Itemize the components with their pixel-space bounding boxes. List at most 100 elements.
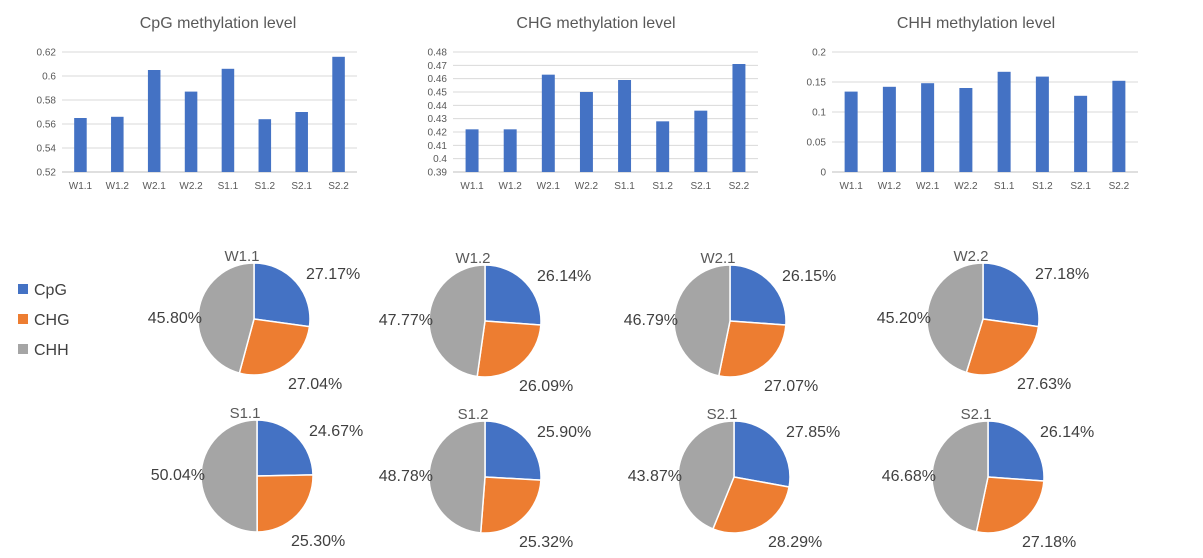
- pie-title: S1.2: [458, 406, 489, 423]
- pie-slice-CHG: [479, 476, 542, 534]
- x-tick-label: W2.1: [537, 181, 561, 192]
- pie-chart-8: 26.14% 27.18% 46.68% S2.1: [882, 406, 1095, 551]
- bar-W2.1: [541, 74, 555, 172]
- bar-S2.2: [332, 56, 345, 172]
- pie-value-label-CHG: 25.32%: [519, 534, 573, 551]
- bar-W2.2: [579, 92, 593, 172]
- x-tick-label: S2.2: [729, 181, 750, 192]
- bar-S2.2: [1112, 80, 1126, 172]
- y-tick-label: 0.56: [37, 120, 57, 131]
- pie-chart-4: 27.18% 27.63% 45.20% W2.2: [877, 248, 1090, 393]
- bar-chart-title: CHH methylation level: [897, 15, 1055, 32]
- pie-slice-CpG: [484, 420, 542, 481]
- pie-chart-7: 27.85% 28.29% 43.87% S2.1: [628, 406, 841, 551]
- pie-slice-CHG: [965, 318, 1040, 376]
- y-tick-label: 0.52: [37, 168, 57, 179]
- pie-value-label-CHG: 27.07%: [764, 378, 818, 395]
- pie-value-label-CpG: 27.85%: [786, 424, 840, 441]
- y-tick-label: 0.46: [428, 74, 448, 85]
- y-tick-label: 0.48: [428, 48, 448, 59]
- bar-charts-row: CpG methylation level 0.52 0.54 0.56 0.58 0.6…: [37, 15, 1138, 192]
- pie-value-label-CpG: 27.17%: [306, 266, 360, 283]
- pie-title: W1.2: [455, 250, 490, 267]
- bar-S2.1: [1074, 95, 1088, 172]
- pie-slice-CpG: [987, 420, 1045, 482]
- y-tick-label: 0.44: [428, 101, 448, 112]
- legend-label-CHG: CHG: [34, 312, 70, 329]
- pie-value-label-CHH: 46.79%: [624, 312, 678, 329]
- pie-title: W1.1: [224, 248, 259, 265]
- pie-slice-CHH: [926, 262, 984, 374]
- bar-W2.2: [184, 91, 198, 172]
- bar-W1.1: [465, 129, 479, 172]
- pie-value-label-CpG: 25.90%: [537, 424, 591, 441]
- pie-value-label-CHH: 45.80%: [148, 310, 202, 327]
- bar-W1.2: [111, 116, 124, 172]
- bar-S1.1: [618, 80, 632, 172]
- pie-value-label-CHG: 25.30%: [291, 533, 345, 550]
- pie-title: S2.1: [961, 406, 992, 423]
- y-tick-label: 0.2: [812, 48, 826, 59]
- x-tick-label: W1.2: [499, 181, 523, 192]
- x-tick-label: S1.1: [614, 181, 635, 192]
- y-tick-label: 0.39: [428, 168, 448, 179]
- x-tick-label: W1.1: [839, 181, 863, 192]
- pie-slice-CHH: [673, 264, 731, 377]
- pie-value-label-CHG: 28.29%: [768, 534, 822, 551]
- pie-slice-CHG: [256, 474, 314, 533]
- x-tick-label: W2.2: [575, 181, 599, 192]
- bar-S2.1: [694, 110, 708, 172]
- pie-value-label-CHG: 27.63%: [1017, 376, 1071, 393]
- pie-title: W2.1: [700, 250, 735, 267]
- y-tick-label: 0.05: [807, 138, 827, 149]
- x-tick-label: S1.2: [652, 181, 673, 192]
- legend-swatch-CHH: [18, 344, 28, 354]
- pie-title: S2.1: [707, 406, 738, 423]
- x-tick-label: S1.1: [218, 181, 239, 192]
- pie-chart-3: 26.15% 27.07% 46.79% W2.1: [624, 250, 837, 395]
- pie-value-label-CpG: 26.15%: [782, 268, 836, 285]
- bar-S1.2: [258, 119, 272, 172]
- pie-value-label-CHG: 27.18%: [1022, 534, 1076, 551]
- bar-chart-title: CpG methylation level: [140, 15, 297, 32]
- x-tick-label: S1.2: [255, 181, 276, 192]
- pie-slice-CHG: [975, 476, 1045, 534]
- pie-slice-CHH: [197, 262, 255, 374]
- bar-chart-2: CHG methylation level 0.39 0.4 0.41 0.42 0.43…: [428, 15, 758, 192]
- pie-slice-CpG: [729, 264, 787, 326]
- y-tick-label: 0.43: [428, 114, 448, 125]
- bar-S1.1: [221, 68, 235, 172]
- pie-charts-grid: 27.17% 27.04% 45.80% W1.1 26.14% 26.09% 47.77%…: [148, 248, 1095, 551]
- bar-W1.2: [503, 129, 517, 172]
- pie-value-label-CHH: 46.68%: [882, 468, 936, 485]
- x-tick-label: S1.2: [1032, 181, 1053, 192]
- pie-slice-CpG: [982, 262, 1040, 328]
- pie-value-label-CHH: 48.78%: [379, 468, 433, 485]
- x-tick-label: W1.2: [106, 181, 130, 192]
- pie-slice-CHG: [711, 476, 790, 534]
- pie-slice-CHH: [200, 419, 258, 533]
- y-tick-label: 0.45: [428, 88, 448, 99]
- x-tick-label: W2.1: [143, 181, 167, 192]
- pie-chart-6: 25.90% 25.32% 48.78% S1.2: [379, 406, 592, 551]
- pie-slice-CHH: [677, 420, 735, 530]
- x-tick-label: W1.2: [878, 181, 902, 192]
- bar-chart-3: CHH methylation level 0 0.05 0.1 0.15 0.2 W1.1…: [807, 15, 1138, 192]
- pie-chart-5: 24.67% 25.30% 50.04% S1.1: [151, 405, 364, 550]
- legend-label-CpG: CpG: [34, 282, 67, 299]
- pie-slice-CpG: [256, 419, 314, 477]
- bar-W2.2: [959, 88, 973, 172]
- pie-slice-CHG: [238, 318, 311, 376]
- pie-value-label-CHG: 26.09%: [519, 378, 573, 395]
- y-tick-label: 0: [820, 168, 826, 179]
- pie-slice-CpG: [484, 264, 542, 326]
- y-tick-label: 0.42: [428, 128, 448, 139]
- pie-value-label-CpG: 27.18%: [1035, 266, 1089, 283]
- bar-S1.2: [1035, 76, 1049, 172]
- pie-value-label-CpG: 24.67%: [309, 423, 363, 440]
- x-tick-label: S2.1: [691, 181, 712, 192]
- bar-W1.2: [882, 86, 896, 172]
- bar-chart-1: CpG methylation level 0.52 0.54 0.56 0.58 0.6…: [37, 15, 357, 192]
- pie-value-label-CHH: 43.87%: [628, 468, 682, 485]
